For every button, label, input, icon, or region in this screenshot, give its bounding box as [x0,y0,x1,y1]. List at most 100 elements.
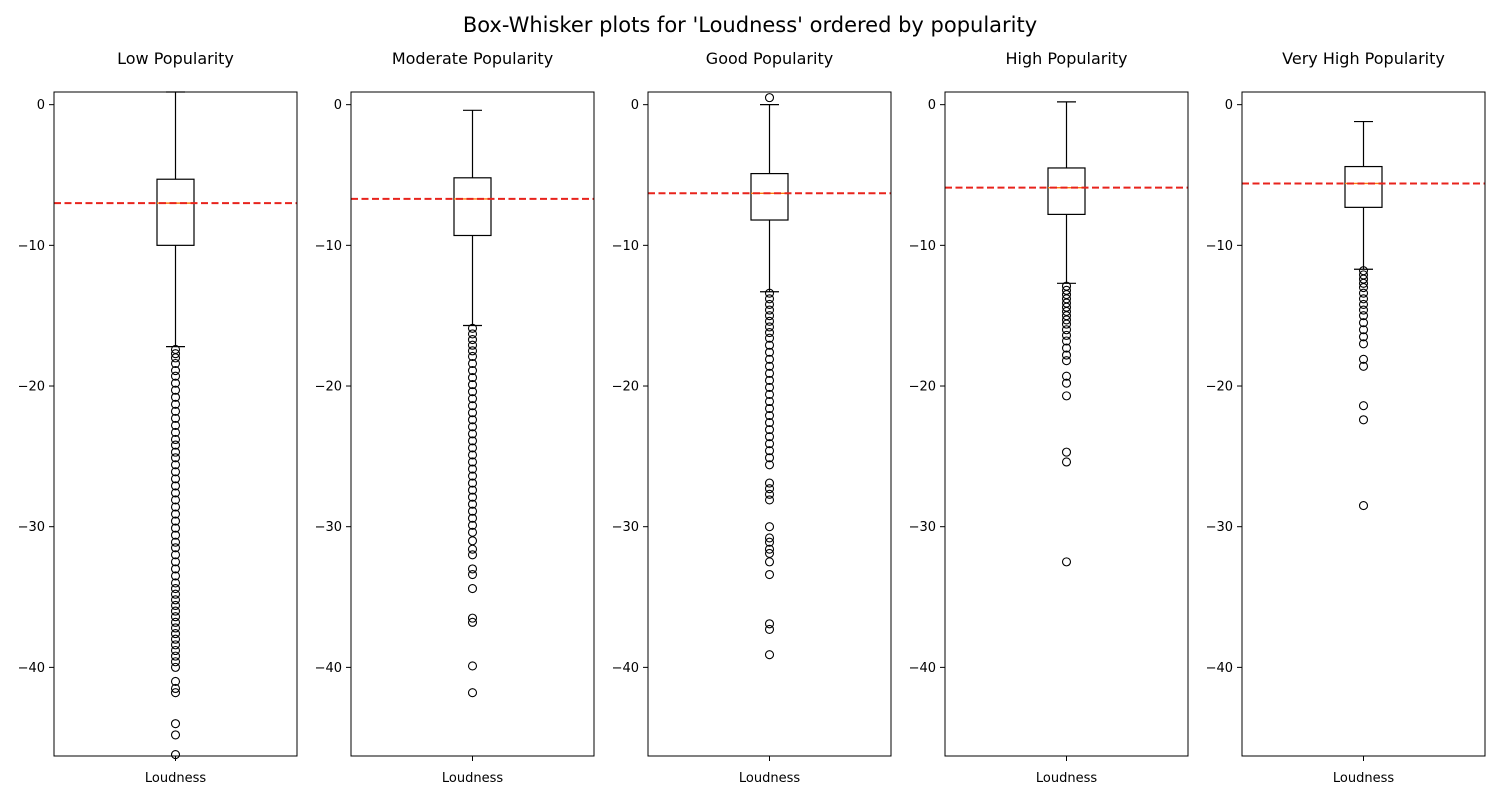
outlier-point [764,288,775,298]
outlier-point [1358,305,1369,315]
outlier-point [764,396,775,407]
outlier-point [170,584,181,594]
outlier-point [1061,356,1072,366]
outlier-point [170,683,181,694]
subplot-title: Moderate Popularity [392,49,553,68]
outlier-point [170,657,181,667]
outlier-point [467,401,478,411]
outlier-point [764,537,775,547]
outlier-point [467,688,478,698]
outlier-point [1358,354,1369,364]
outlier-point [764,489,775,499]
outlier-point [764,557,775,567]
y-tick-label: −10 [1206,239,1233,254]
subplot-2: Moderate Popularity 0 −10 −20 −30 −40 Loudness [315,49,595,786]
y-tick-label: −20 [1206,380,1233,395]
outlier-point [467,584,478,594]
outlier-point [1358,318,1369,328]
outlier-point [170,365,181,376]
outlier-point [170,557,181,567]
outlier-point [1061,391,1072,401]
outlier-point [170,385,181,395]
outlier-point [467,564,478,574]
axes-frame [944,91,1189,757]
outlier-point [170,349,181,359]
outlier-point [170,358,181,369]
outlier-point [764,624,775,634]
outlier-point [1358,278,1369,288]
outlier-point [170,523,181,533]
outlier-point [170,640,181,650]
outlier-point [1358,332,1369,342]
outlier-point [1061,447,1072,457]
outlier-point [170,460,181,470]
outlier-point [764,453,775,463]
outlier-point [467,415,478,425]
outlier-point [170,719,181,729]
subplot-3: Good Popularity 0 −10 −20 −30 −40 Loudness [612,49,892,786]
outlier-point [764,316,775,326]
outlier-point [1358,415,1369,425]
outlier-point [467,450,478,460]
outlier-point [1358,401,1369,411]
y-tick-label: −40 [1206,661,1233,676]
outlier-point [1061,315,1072,325]
outlier-point [467,387,478,397]
x-tick-label: Loudness [739,771,800,786]
y-tick-label: 0 [1225,98,1233,113]
outlier-point [170,447,181,457]
iqr-box [453,177,492,237]
y-tick-label: −30 [315,520,342,535]
y-tick-label: −30 [909,520,936,535]
outlier-point [1061,325,1072,335]
outlier-point [170,495,181,505]
outlier-point [467,550,478,560]
outlier-point [170,502,181,512]
outlier-point [170,589,181,599]
outlier-point [764,460,775,470]
outlier-point [764,484,775,494]
outlier-point [1358,339,1369,349]
outlier-point [1061,371,1072,381]
outlier-point [170,676,181,686]
outlier-point [170,730,181,740]
outlier-point [170,564,181,574]
outlier-point [1061,378,1072,388]
outlier-point [764,403,775,414]
outlier-point [467,661,478,671]
outlier-point [467,617,478,627]
outlier-point [1061,350,1072,360]
outlier-point [170,467,181,477]
outlier-point [1061,557,1072,567]
outlier-point [170,440,181,450]
outlier-point [467,323,478,333]
outlier-point [170,645,181,656]
outlier-point [467,485,478,495]
outlier-point [170,413,181,423]
iqr-box [750,172,789,221]
outlier-point [170,434,181,445]
outlier-point [467,506,478,516]
outlier-point [170,662,181,672]
y-tick-label: 0 [631,98,639,113]
outlier-point [764,619,775,629]
axes-frame [53,91,298,757]
x-tick-label: Loudness [442,771,503,786]
outlier-point [467,499,478,509]
outlier-point [764,294,775,304]
outlier-point [170,378,181,388]
outlier-point [170,571,181,581]
y-tick-label: −40 [315,661,342,676]
outlier-point [467,346,478,356]
outlier-point [170,595,181,605]
outlier-point [764,305,775,315]
subplot-title: Good Popularity [706,49,833,68]
outlier-point [467,365,478,376]
outlier-point [764,322,775,332]
subplot-title: High Popularity [1005,49,1127,68]
outlier-point [170,537,181,547]
y-tick-label: −40 [612,661,639,676]
subplot-title: Very High Popularity [1282,49,1445,68]
y-tick-label: −30 [612,520,639,535]
